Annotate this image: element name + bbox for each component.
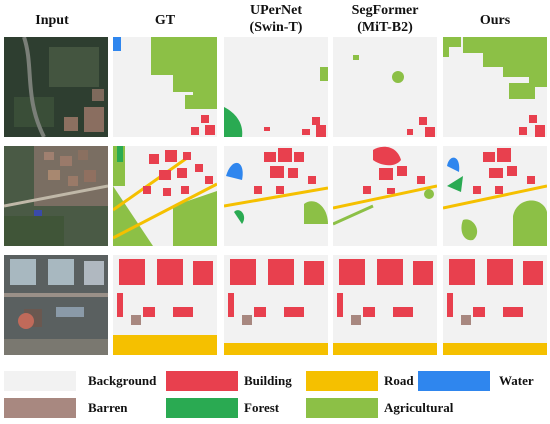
ours-mask-row1 bbox=[443, 37, 547, 137]
segformer-mask-row3 bbox=[333, 255, 437, 355]
legend-swatch-background bbox=[4, 371, 76, 391]
column-title-ours: Ours bbox=[479, 13, 511, 28]
legend-swatch-barren bbox=[4, 398, 76, 418]
column-title-upernet: UPerNet (Swin-T) bbox=[249, 3, 303, 35]
legend-swatch-agricultural bbox=[306, 398, 378, 418]
upernet-mask-row3 bbox=[224, 255, 328, 355]
legend-label-barren: Barren bbox=[88, 400, 128, 415]
column-title-segformer: SegFormer (MiT-B2) bbox=[351, 3, 419, 35]
legend-label-building: Building bbox=[244, 373, 292, 388]
legend-swatch-building bbox=[166, 371, 238, 391]
ours-mask-row3 bbox=[443, 255, 547, 355]
gt-mask-row1 bbox=[113, 37, 217, 137]
legend-label-road: Road bbox=[384, 373, 414, 388]
legend-label-agricultural: Agricultural bbox=[384, 400, 454, 415]
segformer-mask-row1 bbox=[333, 37, 437, 137]
upernet-mask-row2 bbox=[224, 146, 328, 246]
legend-label-background: Background bbox=[88, 373, 157, 388]
ours-mask-row2 bbox=[443, 146, 547, 246]
column-title-gt: GT bbox=[154, 13, 176, 28]
upernet-mask-row1 bbox=[224, 37, 328, 137]
legend-label-water: Water bbox=[499, 373, 534, 388]
legend-swatch-road bbox=[306, 371, 378, 391]
input-image-row1 bbox=[4, 37, 108, 137]
input-image-row3 bbox=[4, 255, 108, 355]
segformer-mask-row2 bbox=[333, 146, 437, 246]
legend-swatch-water bbox=[418, 371, 490, 391]
gt-mask-row3 bbox=[113, 255, 217, 355]
column-title-input: Input bbox=[35, 13, 69, 28]
gt-mask-row2 bbox=[113, 146, 217, 246]
input-image-row2 bbox=[4, 146, 108, 246]
legend-swatch-forest bbox=[166, 398, 238, 418]
legend-label-forest: Forest bbox=[244, 400, 280, 415]
